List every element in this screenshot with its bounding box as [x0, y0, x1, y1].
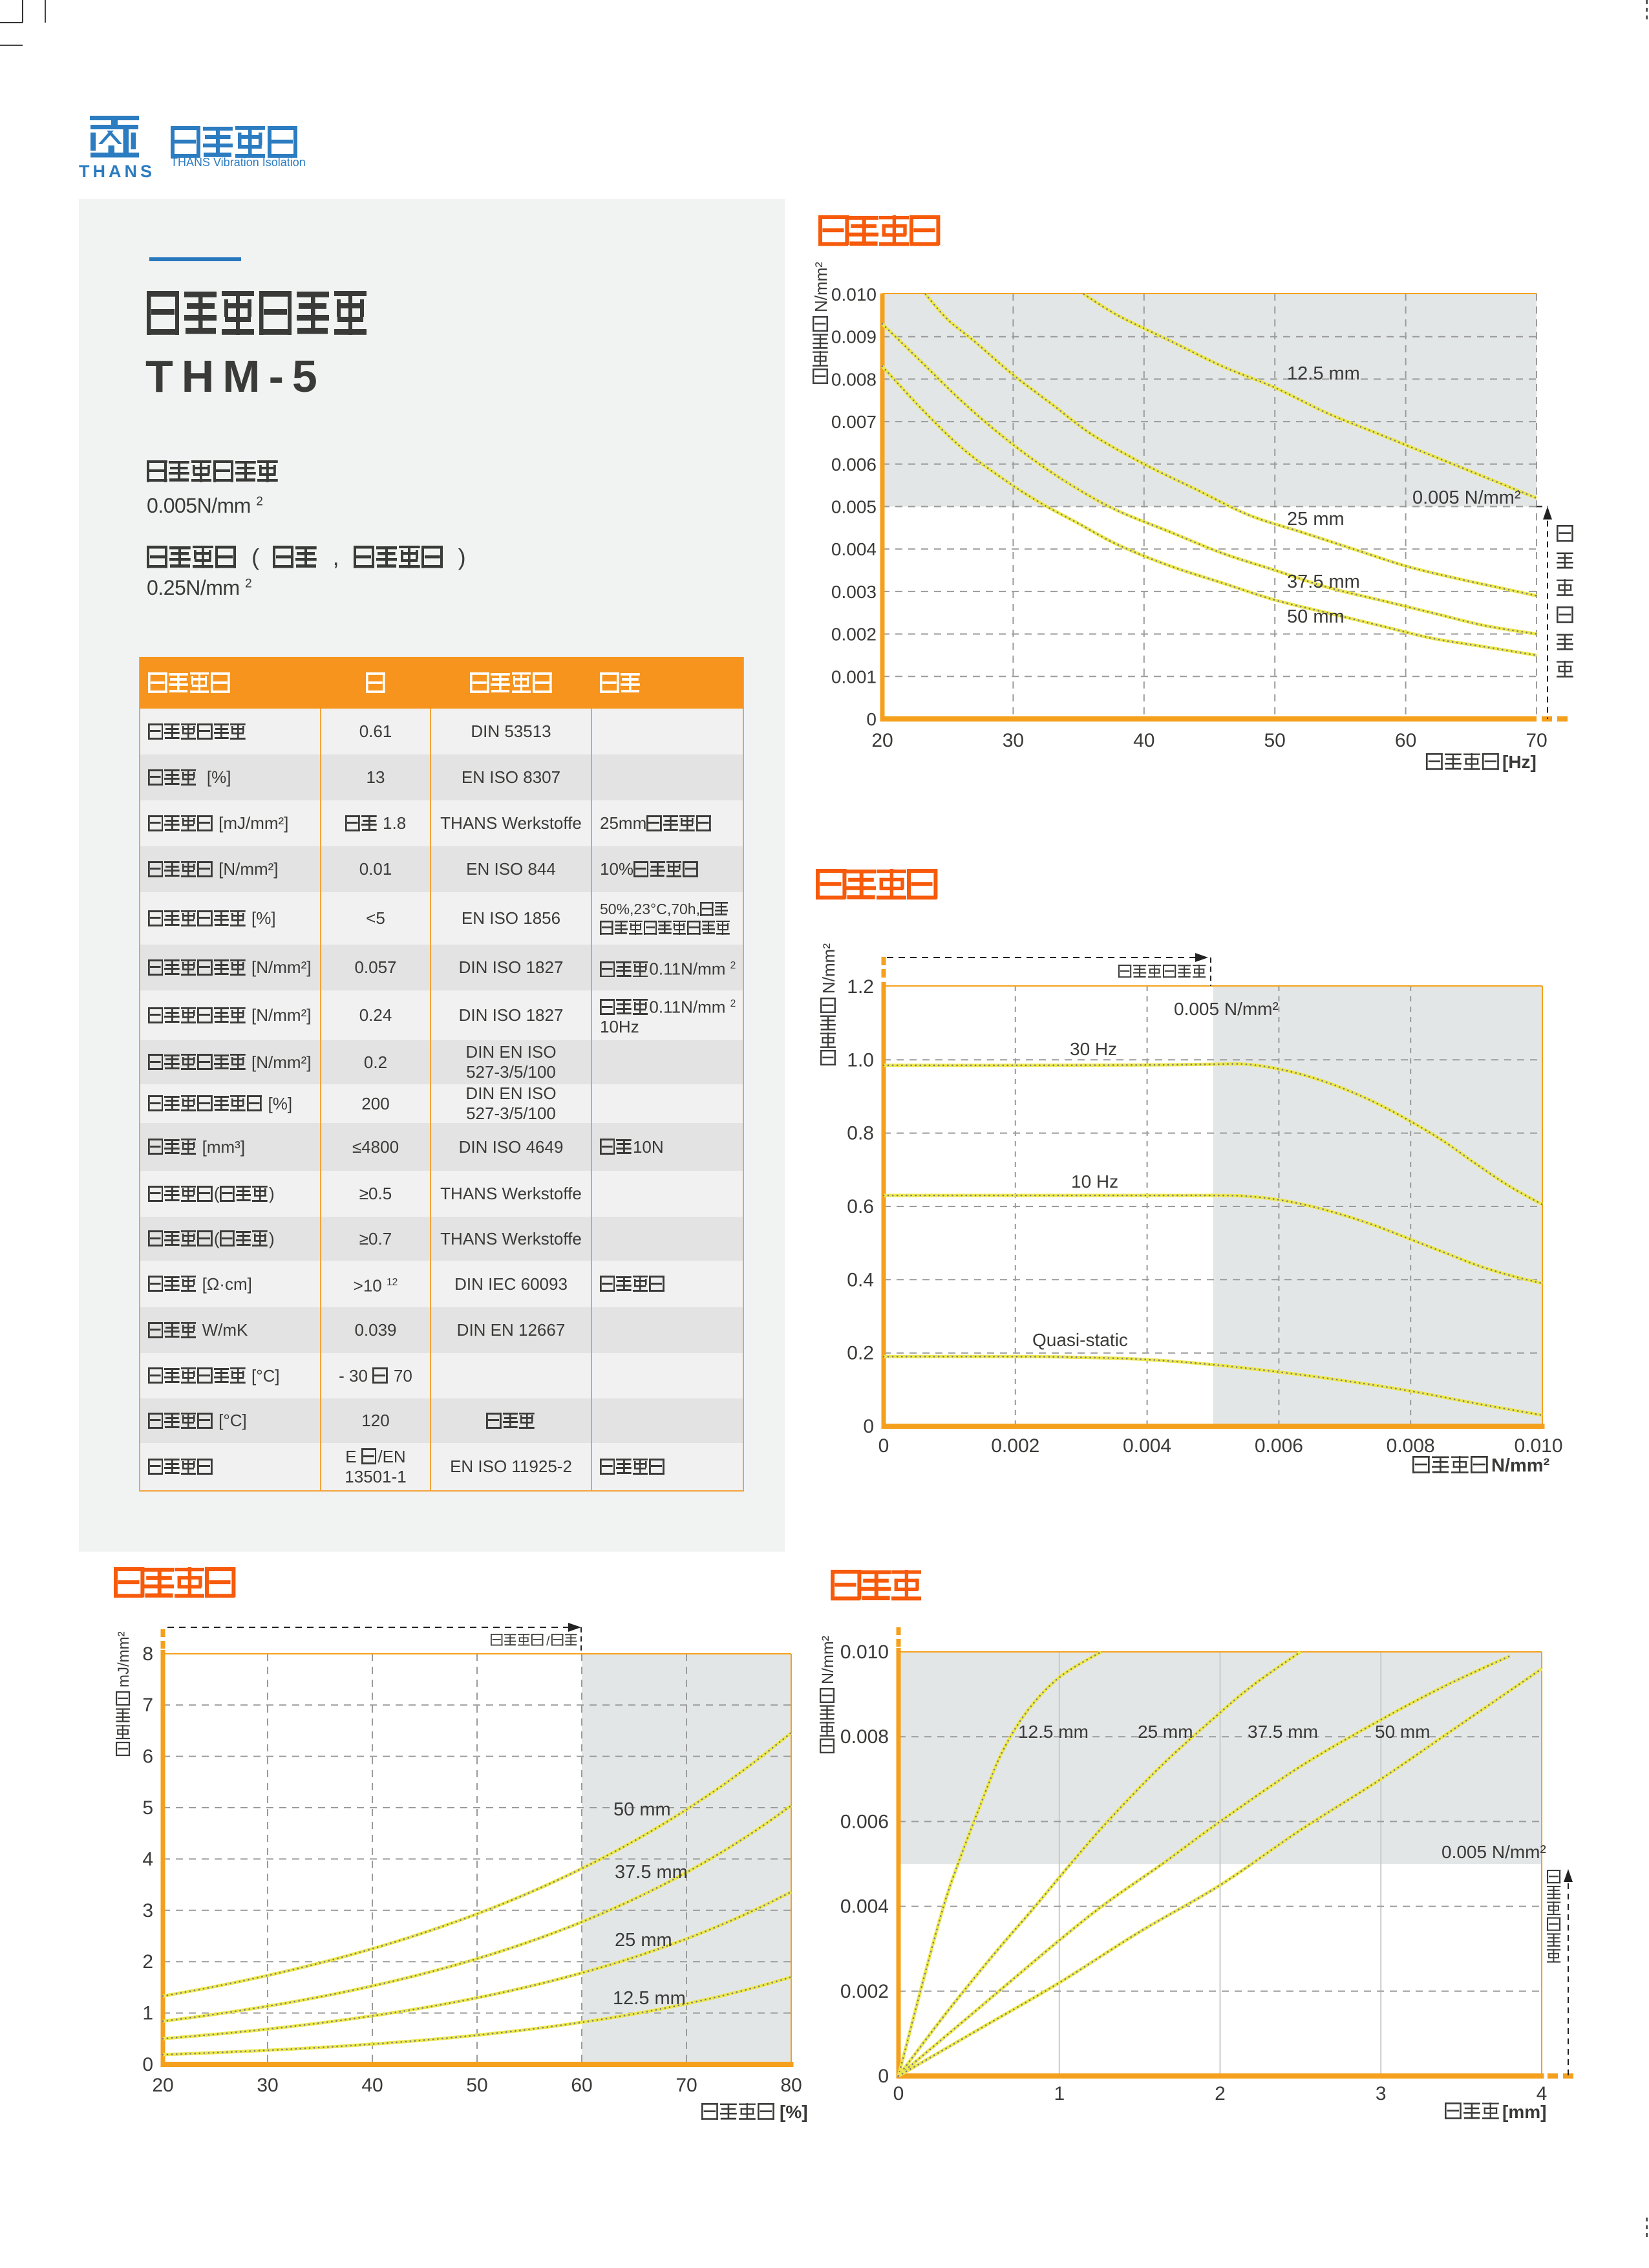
svg-text:0.007: 0.007	[831, 412, 877, 432]
svg-text:5: 5	[142, 1797, 153, 1819]
svg-text:0.010: 0.010	[1514, 1435, 1562, 1457]
svg-text:N/mm²: N/mm²	[811, 262, 831, 312]
svg-text:0.006: 0.006	[1255, 1435, 1303, 1457]
svg-text:25 mm: 25 mm	[615, 1930, 672, 1951]
svg-text:0.006: 0.006	[840, 1811, 889, 1832]
svg-text:50 mm: 50 mm	[613, 1799, 671, 1820]
svg-text:0.8: 0.8	[847, 1123, 874, 1144]
svg-text:0.010: 0.010	[831, 284, 877, 305]
svg-text:0.005: 0.005	[831, 497, 877, 517]
svg-text:50 mm: 50 mm	[1287, 606, 1345, 627]
svg-text:12.5 mm: 12.5 mm	[1287, 363, 1360, 384]
svg-text:0.005 N/mm²: 0.005 N/mm²	[1442, 1842, 1546, 1862]
svg-text:7: 7	[142, 1695, 153, 1716]
svg-text:0.006: 0.006	[831, 455, 877, 475]
svg-text:4: 4	[142, 1848, 153, 1870]
svg-text:0.005 N/mm²: 0.005 N/mm²	[1174, 999, 1279, 1019]
svg-text:0: 0	[878, 2066, 889, 2087]
svg-text:25 mm: 25 mm	[1287, 509, 1345, 530]
svg-text:25 mm: 25 mm	[1138, 1722, 1193, 1742]
svg-text:30: 30	[1003, 730, 1024, 751]
svg-text:30: 30	[257, 2075, 278, 2096]
svg-text:0.002: 0.002	[991, 1435, 1039, 1457]
svg-text:N/mm²: N/mm²	[1491, 1455, 1550, 1476]
svg-text:0.008: 0.008	[840, 1726, 889, 1748]
svg-text:12.5 mm: 12.5 mm	[1018, 1722, 1089, 1742]
svg-text:37.5 mm: 37.5 mm	[1287, 572, 1360, 592]
svg-text:40: 40	[361, 2075, 383, 2096]
svg-text:1: 1	[142, 2003, 153, 2024]
svg-text:80: 80	[780, 2075, 802, 2096]
svg-text:30 Hz: 30 Hz	[1070, 1039, 1117, 1059]
svg-text:0: 0	[893, 2083, 904, 2104]
svg-text:20: 20	[152, 2075, 173, 2096]
svg-text:0.008: 0.008	[831, 369, 877, 389]
svg-text:37.5 mm: 37.5 mm	[1248, 1722, 1318, 1742]
svg-text:0: 0	[866, 709, 877, 729]
svg-text:0: 0	[878, 1435, 889, 1457]
svg-text:0.002: 0.002	[840, 1981, 889, 2002]
svg-text:50: 50	[466, 2075, 487, 2096]
svg-text:0.2: 0.2	[847, 1343, 874, 1364]
svg-text:37.5 mm: 37.5 mm	[615, 1862, 688, 1883]
svg-text:0.008: 0.008	[1387, 1435, 1435, 1457]
svg-text:N/mm²: N/mm²	[819, 943, 838, 994]
svg-text:0.4: 0.4	[847, 1269, 874, 1290]
svg-text:[Hz]: [Hz]	[1502, 752, 1537, 772]
svg-text:Quasi-static: Quasi-static	[1032, 1330, 1128, 1350]
svg-text:2: 2	[1215, 2083, 1226, 2104]
svg-text:0.002: 0.002	[831, 625, 877, 645]
svg-text:0.004: 0.004	[831, 539, 877, 559]
svg-text:8: 8	[142, 1643, 153, 1665]
svg-text:1: 1	[1054, 2083, 1065, 2104]
svg-text:50 mm: 50 mm	[1375, 1722, 1431, 1742]
svg-text:0.004: 0.004	[840, 1896, 889, 1918]
svg-text:mJ/mm²: mJ/mm²	[115, 1631, 133, 1687]
svg-text:1.2: 1.2	[847, 976, 874, 998]
svg-text:60: 60	[1395, 730, 1416, 751]
svg-text:0.004: 0.004	[1123, 1435, 1171, 1457]
svg-text:70: 70	[1526, 730, 1547, 751]
svg-text:4: 4	[1537, 2083, 1548, 2104]
svg-text:2: 2	[142, 1951, 153, 1973]
svg-text:12.5 mm: 12.5 mm	[613, 1988, 686, 2009]
svg-text:0.6: 0.6	[847, 1196, 874, 1217]
svg-text:0.009: 0.009	[831, 327, 877, 347]
svg-text:0.003: 0.003	[831, 582, 877, 602]
svg-text:20: 20	[871, 730, 893, 751]
svg-text:[%]: [%]	[780, 2102, 808, 2122]
svg-text:40: 40	[1133, 730, 1154, 751]
svg-text:[mm]: [mm]	[1502, 2102, 1546, 2122]
svg-text:/: /	[546, 1634, 550, 1649]
svg-text:10 Hz: 10 Hz	[1071, 1171, 1118, 1192]
svg-text:3: 3	[1376, 2083, 1387, 2104]
svg-text:3: 3	[142, 1900, 153, 1921]
svg-text:0.005 N/mm²: 0.005 N/mm²	[1412, 487, 1521, 508]
svg-text:50: 50	[1264, 730, 1286, 751]
svg-text:6: 6	[142, 1746, 153, 1768]
svg-text:60: 60	[571, 2075, 592, 2096]
svg-text:0.001: 0.001	[831, 667, 877, 687]
svg-text:1.0: 1.0	[847, 1049, 874, 1071]
svg-text:0.010: 0.010	[840, 1642, 889, 1663]
svg-text:0: 0	[863, 1416, 874, 1437]
svg-text:N/mm²: N/mm²	[819, 1636, 837, 1684]
svg-text:70: 70	[676, 2075, 697, 2096]
svg-text:0: 0	[142, 2054, 153, 2075]
